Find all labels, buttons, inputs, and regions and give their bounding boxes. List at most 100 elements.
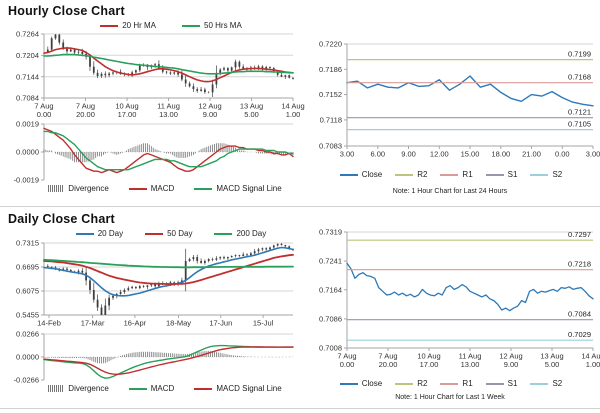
legend-label: R1	[462, 379, 473, 388]
svg-text:17-Mar: 17-Mar	[81, 319, 105, 328]
svg-text:5.00: 5.00	[244, 110, 259, 119]
svg-text:14-Feb: 14-Feb	[37, 319, 61, 328]
svg-text:0.7084: 0.7084	[16, 94, 39, 103]
legend-label: MACD Signal Line	[216, 184, 282, 193]
svg-text:0.00: 0.00	[555, 150, 570, 159]
svg-text:-0.0266: -0.0266	[14, 376, 39, 385]
daily-macd-chart: 0.0266 0.0000 -0.0266	[14, 330, 294, 385]
legend-item-r2: R2	[395, 379, 427, 388]
legend-item-macd: MACD	[128, 384, 174, 393]
svg-text:0.6695: 0.6695	[16, 263, 39, 272]
svg-text:9.00: 9.00	[203, 110, 218, 119]
legend-item-close: Close	[339, 170, 383, 179]
legend-label: R1	[462, 170, 473, 179]
hourly-pivot-note: Note: 1 Hour Chart for Last 24 Hours	[392, 188, 508, 195]
line-swatch-icon	[214, 232, 233, 235]
legend-label: S2	[552, 379, 563, 388]
svg-text:0.7241: 0.7241	[319, 257, 342, 266]
hourly-macd-chart: 0.0019 0.0000 -0.0019	[14, 120, 294, 185]
svg-text:0.7105: 0.7105	[568, 120, 591, 129]
daily-macd-legend: Divergence MACD MACD Signal Line	[30, 384, 300, 393]
svg-text:0.7315: 0.7315	[16, 239, 39, 248]
svg-text:0.7121: 0.7121	[568, 108, 591, 117]
line-swatch-icon	[440, 382, 459, 385]
svg-text:0.7083: 0.7083	[319, 142, 342, 151]
svg-text:20.00: 20.00	[76, 110, 95, 119]
line-swatch-icon	[530, 382, 549, 385]
daily-pivot-legend: Close R2 R1 S1 S2	[315, 379, 587, 388]
legend-item-r1: R1	[440, 379, 473, 388]
svg-text:0.7152: 0.7152	[319, 90, 342, 99]
legend-item-divergence: Divergence	[48, 184, 109, 193]
line-swatch-icon	[339, 173, 358, 176]
legend-label: Close	[361, 170, 383, 179]
svg-text:13.00: 13.00	[159, 110, 178, 119]
hourly-pivot-legend: Close R2 R1 S1 S2	[315, 170, 587, 179]
svg-text:0.7297: 0.7297	[568, 230, 591, 239]
svg-text:0.00: 0.00	[340, 360, 355, 369]
line-swatch-icon	[182, 24, 200, 27]
svg-text:15-Jul: 15-Jul	[253, 319, 274, 328]
legend-item-20day-ma: 20 Day	[75, 229, 123, 238]
svg-text:0.7319: 0.7319	[319, 228, 342, 237]
svg-text:17.00: 17.00	[118, 110, 137, 119]
svg-text:0.0266: 0.0266	[16, 330, 39, 339]
svg-text:0.5455: 0.5455	[16, 311, 39, 320]
svg-text:0.0019: 0.0019	[16, 120, 39, 129]
legend-item-20hr-ma: 20 Hr MA	[100, 21, 156, 30]
svg-text:0.7144: 0.7144	[16, 72, 39, 81]
svg-text:16-Apr: 16-Apr	[124, 319, 147, 328]
svg-text:13 Aug: 13 Aug	[240, 102, 263, 111]
line-swatch-icon	[395, 382, 414, 385]
legend-item-r1: R1	[440, 170, 473, 179]
svg-text:10 Aug: 10 Aug	[417, 352, 440, 361]
legend-item-r2: R2	[395, 170, 427, 179]
line-swatch-icon	[530, 173, 549, 176]
legend-item-s1: S1	[485, 379, 518, 388]
svg-text:15.00: 15.00	[461, 150, 480, 159]
svg-text:12 Aug: 12 Aug	[499, 352, 522, 361]
svg-text:1.00: 1.00	[286, 110, 301, 119]
bars-swatch-icon	[48, 385, 65, 392]
svg-text:21.00: 21.00	[522, 150, 541, 159]
legend-item-s2: S2	[530, 170, 562, 179]
svg-text:17-Jun: 17-Jun	[209, 319, 232, 328]
svg-text:0.6075: 0.6075	[16, 287, 39, 296]
legend-label: MACD Signal Line	[216, 384, 282, 393]
line-swatch-icon	[485, 382, 504, 385]
legend-label: MACD	[150, 184, 175, 193]
legend-label: S2	[552, 170, 563, 179]
svg-text:0.00: 0.00	[37, 110, 52, 119]
legend-label: 50 Hrs MA	[204, 21, 242, 30]
hourly-macd-legend: Divergence MACD MACD Signal Line	[30, 184, 300, 193]
svg-text:12.00: 12.00	[430, 150, 449, 159]
legend-label: 200 Day	[236, 229, 267, 238]
svg-text:-0.0019: -0.0019	[14, 176, 39, 185]
svg-text:0.7199: 0.7199	[568, 50, 591, 59]
legend-label: R2	[417, 379, 428, 388]
legend-label: S1	[507, 379, 518, 388]
svg-text:14 Aug: 14 Aug	[281, 102, 304, 111]
svg-text:7 Aug: 7 Aug	[34, 102, 53, 111]
svg-text:0.7168: 0.7168	[568, 73, 591, 82]
line-swatch-icon	[395, 173, 414, 176]
daily-ma-legend: 20 Day 50 Day 200 Day	[44, 229, 298, 238]
svg-text:7 Aug: 7 Aug	[337, 352, 356, 361]
legend-item-macd: MACD	[128, 184, 175, 193]
svg-text:13.00: 13.00	[461, 360, 480, 369]
svg-text:0.7186: 0.7186	[319, 65, 342, 74]
line-swatch-icon	[194, 387, 213, 390]
line-swatch-icon	[485, 173, 504, 176]
svg-text:5.00: 5.00	[545, 360, 560, 369]
svg-text:9.00: 9.00	[504, 360, 519, 369]
legend-label: Divergence	[68, 184, 109, 193]
daily-pivot-note: Note: 1 Hour Chart for Last 1 Week	[395, 394, 505, 401]
svg-text:0.7086: 0.7086	[319, 315, 342, 324]
svg-text:0.0000: 0.0000	[16, 148, 39, 157]
line-swatch-icon	[75, 232, 94, 235]
svg-text:0.0000: 0.0000	[16, 353, 39, 362]
